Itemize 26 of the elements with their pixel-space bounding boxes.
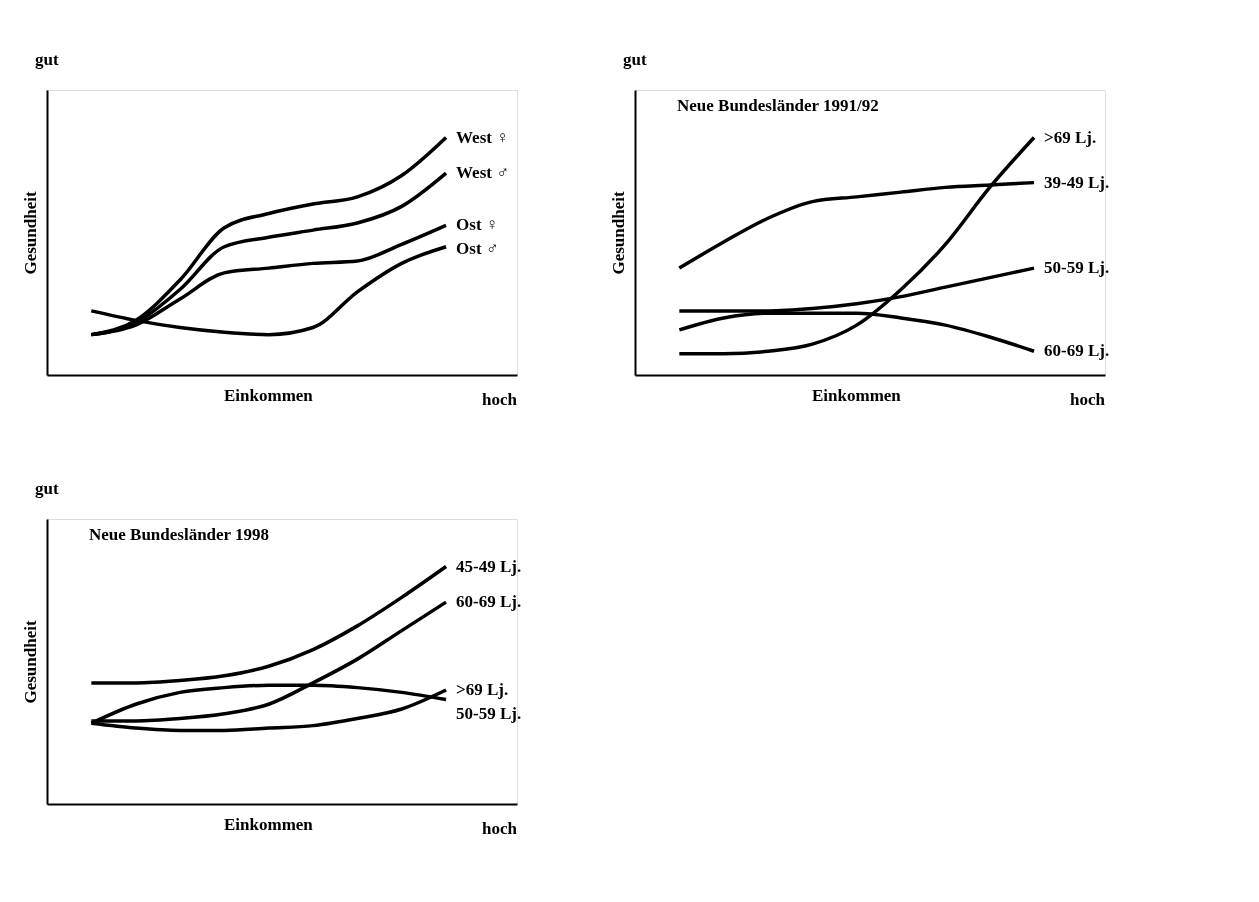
text: hoch xyxy=(482,390,518,409)
text: hoch xyxy=(482,819,518,838)
y-axis-title: Gesundheit xyxy=(20,620,40,704)
series-label: >69 Lj. xyxy=(1044,127,1097,147)
series-label: 50-59 Lj. xyxy=(1044,258,1110,278)
series-label: Ost ♂ xyxy=(456,239,499,259)
series-label: Ost ♀ xyxy=(456,215,499,235)
series-label: West ♀ xyxy=(456,127,509,147)
series-label: 60-69 Lj. xyxy=(1044,341,1110,361)
text: gut xyxy=(623,50,647,69)
series-label: West ♂ xyxy=(456,163,509,183)
text: gut xyxy=(35,479,59,498)
series-label: 50-59 Lj. xyxy=(456,704,522,723)
series-label: 39-49 Lj. xyxy=(1044,172,1110,192)
series-label: 45-49 Lj. xyxy=(456,556,522,576)
series-label: 60-69 Lj. xyxy=(456,592,522,612)
chart-title: Neue Bundesländer 1998 xyxy=(89,525,270,544)
text: hoch xyxy=(1070,390,1106,409)
x-axis-title: Einkommen xyxy=(812,385,902,405)
x-axis-title: Einkommen xyxy=(224,385,314,405)
chart-title: Neue Bundesländer 1991/92 xyxy=(677,96,879,115)
text: gut xyxy=(35,50,59,69)
y-axis-title: Gesundheit xyxy=(608,191,628,275)
x-axis-title: Einkommen xyxy=(224,814,314,834)
series-label: >69 Lj. xyxy=(456,680,509,699)
y-axis-title: Gesundheit xyxy=(20,191,40,275)
